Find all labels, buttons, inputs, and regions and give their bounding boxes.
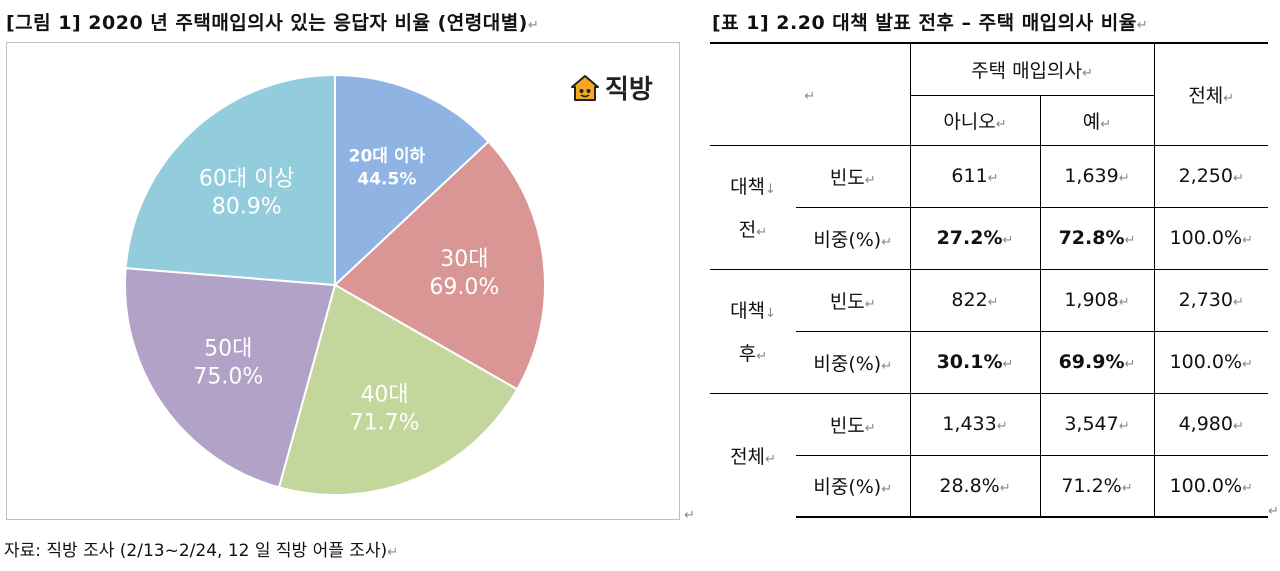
row-label: 비중(%)↵ bbox=[796, 330, 911, 393]
header-corner: ↵ bbox=[710, 42, 911, 145]
header-total: 전체↵ bbox=[1153, 42, 1268, 145]
slice-label: 30대 bbox=[440, 247, 488, 272]
cell-no: 30.1%↵ bbox=[909, 330, 1041, 393]
pie-chart-frame: 20대 이하 44.5% 30대 69.0% 40대 71.7% 50대 75.0% 60대 이… bbox=[6, 42, 680, 520]
group-label: 대책↓ 후↵ bbox=[710, 268, 796, 393]
cell-yes: 72.8%↵ bbox=[1039, 206, 1155, 269]
pie-slice bbox=[277, 283, 519, 496]
cell-no: 1,433↵ bbox=[909, 392, 1041, 455]
group-label: 대책↓ 전↵ bbox=[710, 144, 796, 269]
cell-yes: 1,908↵ bbox=[1039, 268, 1155, 331]
header-yes: 예↵ bbox=[1039, 95, 1155, 145]
slice-value-label: 69.0% bbox=[429, 275, 499, 300]
pie-slice bbox=[333, 140, 546, 391]
group-label: 전체↵ bbox=[710, 392, 796, 517]
paragraph-mark: ↵ bbox=[684, 508, 695, 523]
cell-no: 27.2%↵ bbox=[909, 206, 1041, 269]
table-row: 비중(%)↵ 28.8%↵ 71.2%↵ 100.0%↵ bbox=[710, 454, 1268, 518]
table-title: [표 1] 2.20 대책 발표 전후 – 주택 매입의사 비율↵ bbox=[712, 12, 1149, 34]
table-row: 비중(%)↵ 30.1%↵ 69.9%↵ 100.0%↵ bbox=[710, 330, 1268, 393]
cell-no: 822↵ bbox=[909, 268, 1041, 331]
cell-no: 28.8%↵ bbox=[909, 454, 1041, 518]
slice-label: 60대 이상 bbox=[199, 166, 295, 191]
cell-total: 100.0%↵ bbox=[1153, 454, 1268, 518]
header-group: 주택 매입의사↵ bbox=[909, 42, 1155, 96]
survey-table: ↵ 주택 매입의사↵ 전체↵ 아니오↵ 예↵ 대책↓ 전↵ 빈도↵ 611↵ 1… bbox=[710, 42, 1268, 518]
pie-slice bbox=[124, 267, 337, 489]
house-icon bbox=[571, 74, 599, 101]
row-label: 비중(%)↵ bbox=[796, 454, 911, 518]
cell-yes: 1,639↵ bbox=[1039, 144, 1155, 207]
slice-label: 50대 bbox=[204, 337, 252, 362]
row-label: 빈도↵ bbox=[796, 268, 911, 331]
slice-label: 20대 이하 bbox=[349, 147, 426, 167]
cell-total: 2,730↵ bbox=[1153, 268, 1268, 331]
cell-total: 2,250↵ bbox=[1153, 144, 1268, 207]
row-label: 빈도↵ bbox=[796, 392, 911, 455]
figure-title: [그림 1] 2020 년 주택매입의사 있는 응답자 비율 (연령대별)↵ bbox=[6, 12, 540, 34]
table-row: 대책↓ 전↵ 빈도↵ 611↵ 1,639↵ 2,250↵ bbox=[710, 144, 1268, 269]
row-label: 빈도↵ bbox=[796, 144, 911, 207]
cell-total: 4,980↵ bbox=[1153, 392, 1268, 455]
logo-text: 직방 bbox=[605, 75, 653, 105]
pie-slice bbox=[124, 73, 336, 287]
paragraph-mark: ↵ bbox=[1268, 504, 1279, 519]
slice-value-label: 75.0% bbox=[193, 365, 263, 390]
slice-value-label: 80.9% bbox=[212, 194, 282, 219]
table-row: 대책↓ 후↵ 빈도↵ 822↵ 1,908↵ 2,730↵ bbox=[710, 268, 1268, 393]
pie-labels: 20대 이하 44.5% 30대 69.0% 40대 71.7% 50대 75.0% 60대 이… bbox=[193, 147, 499, 436]
table-row: 전체↵ 빈도↵ 1,433↵ 3,547↵ 4,980↵ bbox=[710, 392, 1268, 517]
zigbang-logo: 직방 bbox=[569, 69, 653, 106]
cell-no: 611↵ bbox=[909, 144, 1041, 207]
source-note: 자료: 직방 조사 (2/13~2/24, 12 일 직방 어플 조사)↵ bbox=[4, 541, 399, 561]
pie-slices bbox=[124, 73, 546, 496]
header-no: 아니오↵ bbox=[909, 95, 1041, 145]
cell-total: 100.0%↵ bbox=[1153, 330, 1268, 393]
cell-yes: 3,547↵ bbox=[1039, 392, 1155, 455]
pie-chart: 20대 이하 44.5% 30대 69.0% 40대 71.7% 50대 75.0% 60대 이… bbox=[124, 73, 546, 496]
pie-slice bbox=[334, 73, 490, 288]
slice-label: 40대 bbox=[360, 382, 408, 407]
cell-yes: 69.9%↵ bbox=[1039, 330, 1155, 393]
cell-yes: 71.2%↵ bbox=[1039, 454, 1155, 518]
row-label: 비중(%)↵ bbox=[796, 206, 911, 269]
slice-value-label: 71.7% bbox=[350, 410, 420, 435]
table-row: 비중(%)↵ 27.2%↵ 72.8%↵ 100.0%↵ bbox=[710, 206, 1268, 269]
slice-value-label: 44.5% bbox=[357, 170, 416, 190]
cell-total: 100.0%↵ bbox=[1153, 206, 1268, 269]
